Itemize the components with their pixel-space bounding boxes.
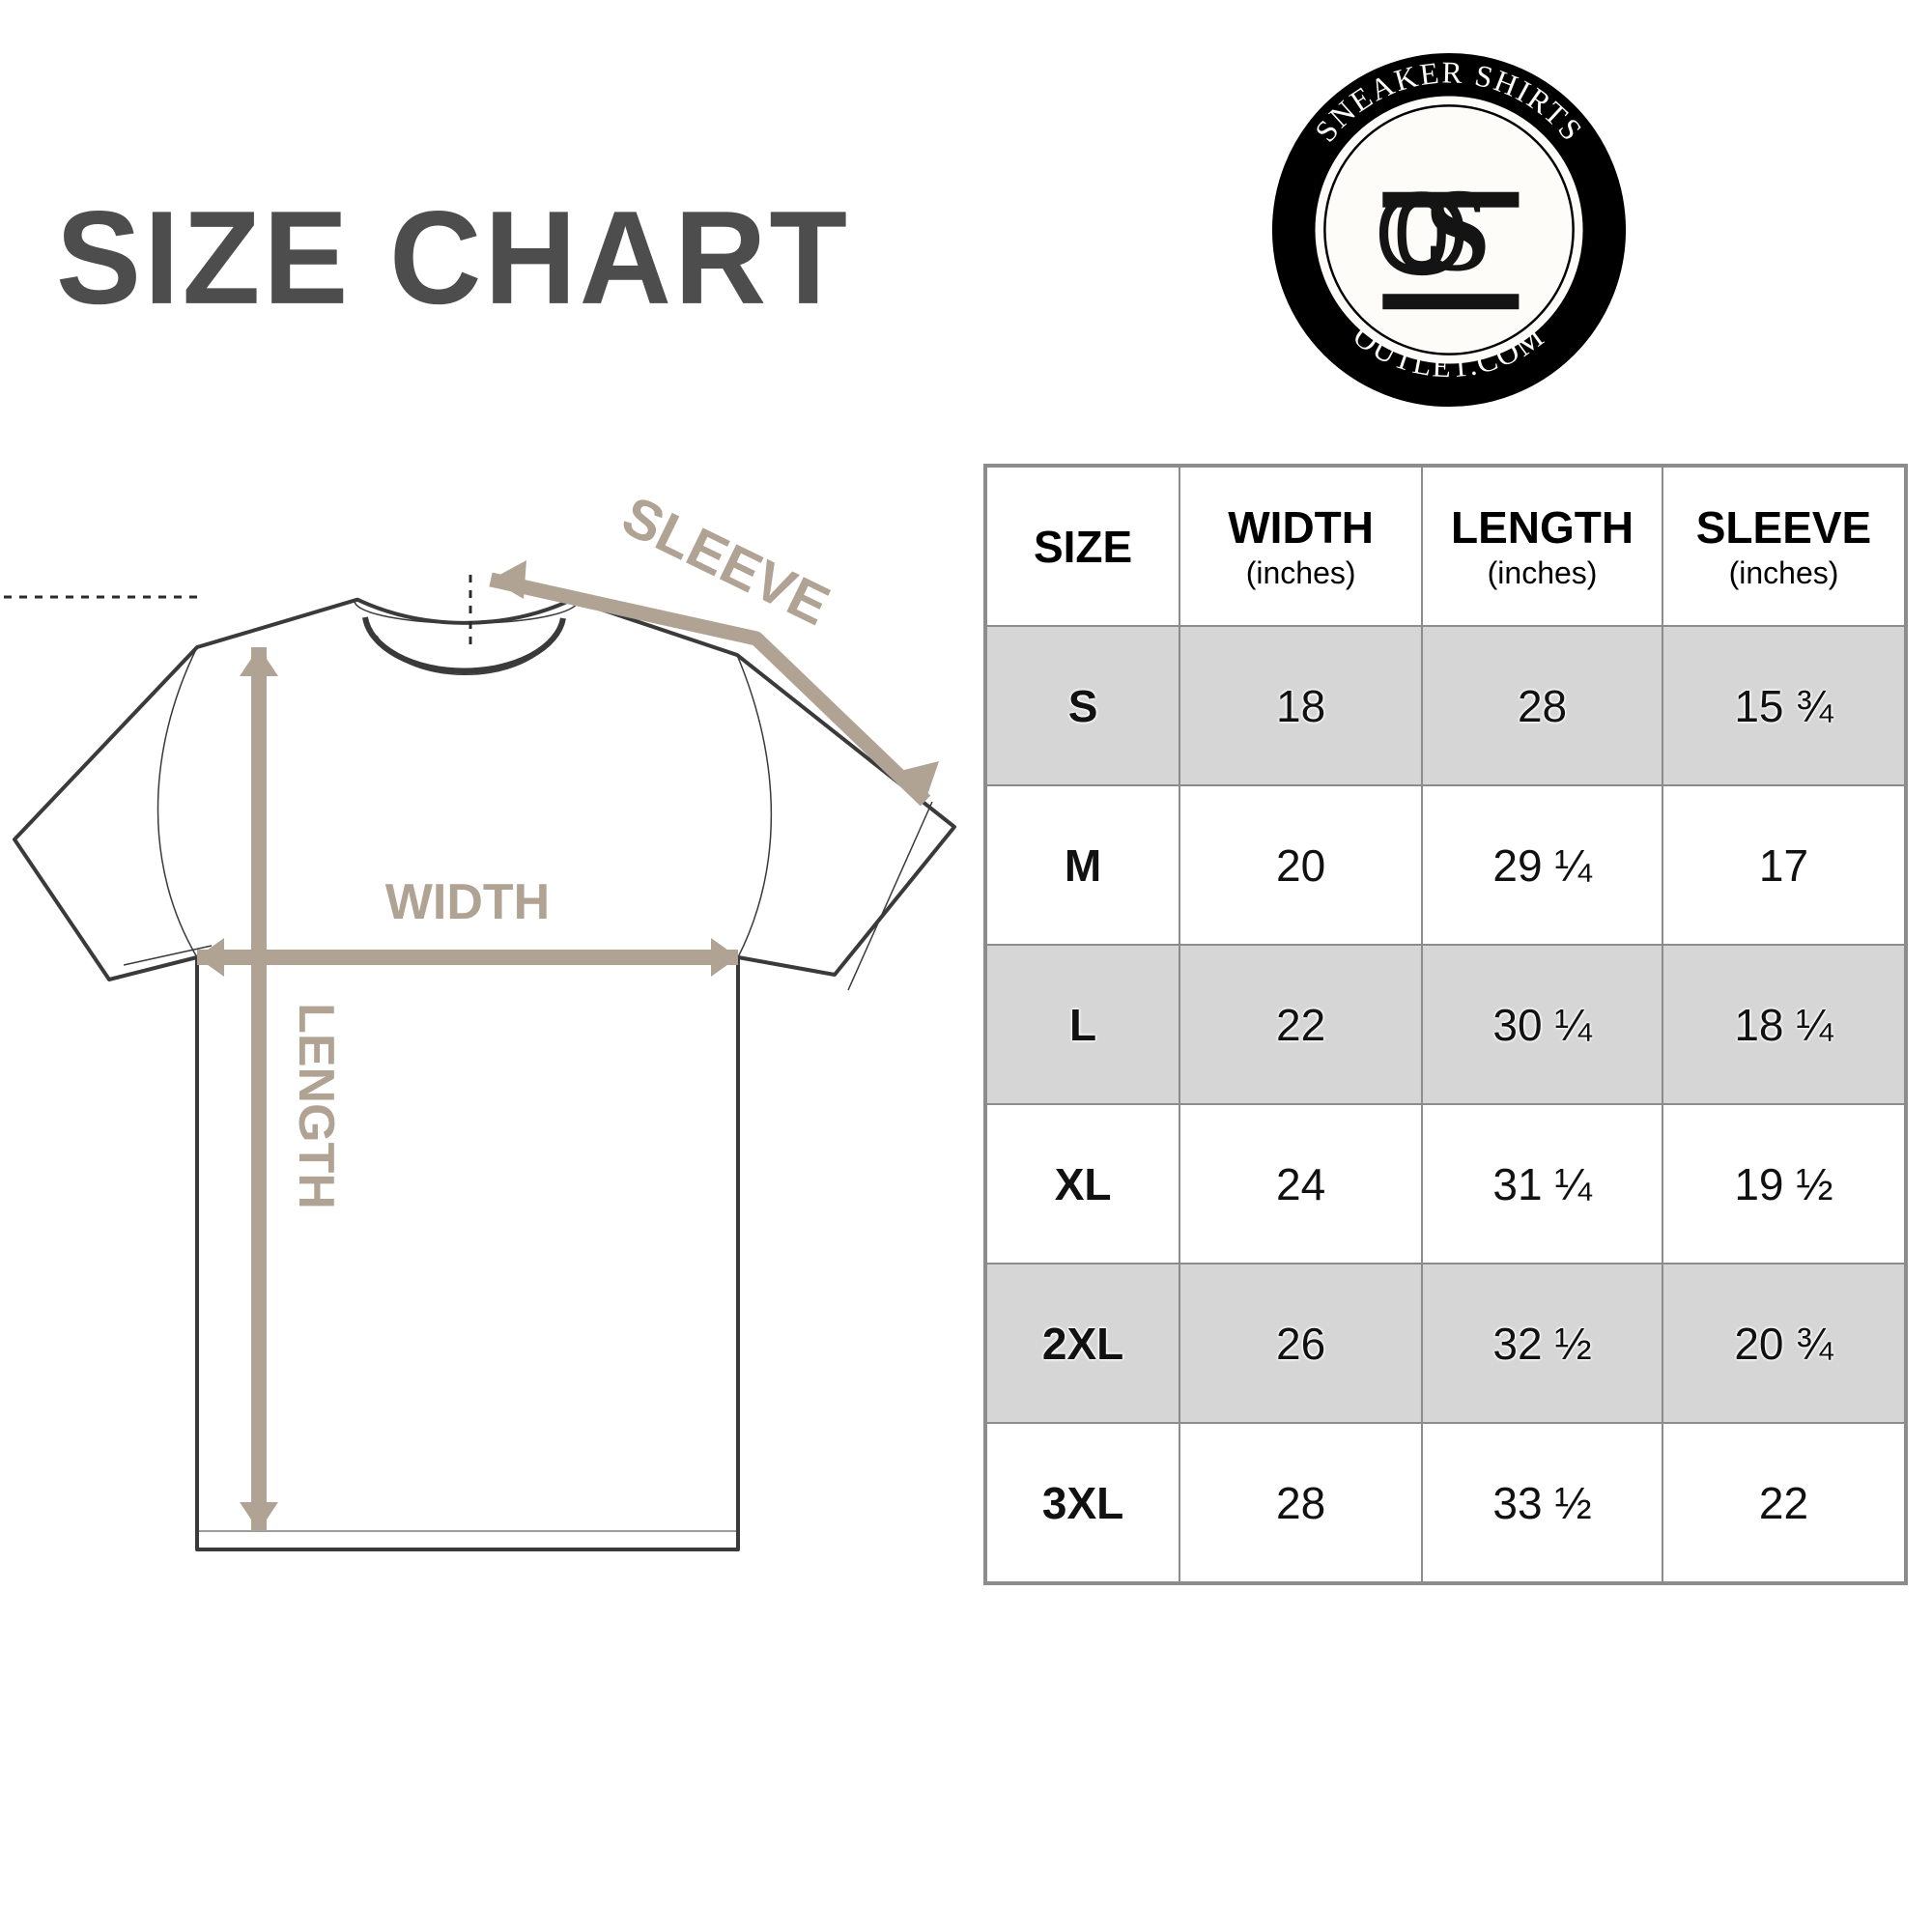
svg-text:S: S [1424,165,1490,297]
svg-text:WIDTH: WIDTH [385,874,550,930]
svg-text:LENGTH: LENGTH [288,1003,344,1209]
